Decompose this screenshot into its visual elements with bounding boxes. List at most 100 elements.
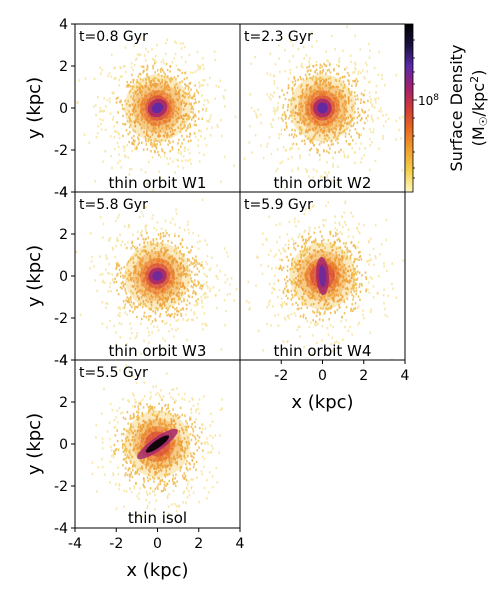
density-speck [341, 315, 343, 319]
density-speck [326, 139, 328, 143]
density-speck [192, 430, 195, 433]
density-speck [349, 143, 352, 146]
density-speck [312, 141, 314, 145]
density-speck [171, 132, 174, 136]
density-speck [161, 243, 164, 246]
density-speck [130, 300, 133, 304]
density-speck [343, 279, 345, 282]
density-speck [131, 109, 134, 112]
density-speck [353, 278, 355, 281]
density-speck [297, 220, 300, 223]
density-speck [201, 117, 204, 120]
density-speck [201, 423, 203, 426]
density-speck [305, 96, 307, 100]
density-speck [295, 65, 298, 69]
density-speck [93, 265, 95, 268]
density-speck [353, 178, 355, 182]
density-speck [368, 253, 371, 257]
density-speck [178, 454, 181, 457]
density-speck [192, 286, 194, 289]
density-speck [353, 258, 356, 261]
density-speck [142, 370, 145, 374]
density-speck [145, 224, 147, 227]
density-speck [132, 271, 135, 275]
density-speck [382, 293, 385, 297]
density-speck [132, 392, 134, 395]
density-speck [289, 253, 292, 256]
density-speck [130, 80, 132, 84]
density-speck [327, 201, 330, 204]
panel-3-time: t=5.8 Gyr [79, 197, 148, 213]
density-speck [193, 114, 195, 117]
density-speck [347, 102, 350, 105]
density-speck [153, 129, 156, 132]
density-speck [316, 72, 319, 75]
density-speck [188, 152, 191, 155]
density-speck [365, 288, 368, 291]
density-speck [184, 474, 187, 478]
density-speck [346, 121, 349, 125]
density-speck [230, 276, 233, 280]
density-speck [300, 281, 302, 285]
density-speck [172, 258, 174, 262]
density-speck [287, 243, 290, 246]
density-speck [182, 90, 185, 93]
density-speck [155, 472, 158, 475]
density-speck [122, 274, 124, 277]
density-speck [134, 398, 136, 401]
density-speck [338, 93, 340, 96]
density-speck [331, 336, 333, 340]
density-speck [178, 107, 180, 110]
density-speck [190, 103, 192, 106]
density-speck [276, 107, 278, 110]
density-speck [333, 291, 335, 295]
density-speck [129, 309, 131, 313]
density-speck [180, 308, 182, 311]
density-speck [295, 301, 297, 304]
density-speck [185, 129, 187, 132]
density-speck [356, 265, 358, 268]
density-speck [323, 303, 326, 307]
density-speck [142, 71, 144, 74]
density-speck [94, 180, 96, 183]
density-speck [138, 492, 140, 495]
density-speck [395, 73, 398, 77]
density-speck [124, 453, 127, 456]
density-speck [173, 423, 176, 427]
density-speck [346, 297, 349, 301]
density-speck [275, 253, 277, 256]
density-speck [159, 129, 162, 133]
density-speck [184, 87, 187, 90]
density-speck [336, 228, 339, 232]
density-speck [117, 448, 120, 451]
density-speck [181, 142, 183, 145]
density-speck [126, 461, 128, 465]
density-speck [334, 133, 336, 136]
density-speck [163, 484, 166, 487]
density-speck [132, 261, 135, 264]
density-speck [338, 246, 340, 250]
density-speck [308, 248, 311, 251]
density-speck [272, 118, 274, 122]
density-speck [175, 89, 177, 93]
density-speck [165, 484, 167, 487]
density-speck [176, 294, 179, 297]
density-speck [294, 248, 297, 251]
density-speck [337, 283, 339, 286]
density-speck [349, 255, 352, 258]
density-speck [322, 175, 324, 178]
density-speck [116, 238, 118, 242]
density-speck [171, 78, 173, 81]
density-speck [190, 107, 193, 111]
density-speck [135, 80, 138, 84]
density-speck [112, 473, 115, 477]
density-speck [359, 298, 361, 301]
density-speck [117, 313, 119, 317]
density-speck [176, 120, 179, 123]
density-speck [345, 66, 348, 69]
density-speck [127, 133, 130, 136]
density-speck [179, 262, 182, 265]
density-speck [351, 309, 354, 313]
density-speck [158, 295, 161, 298]
density-speck [275, 169, 277, 173]
